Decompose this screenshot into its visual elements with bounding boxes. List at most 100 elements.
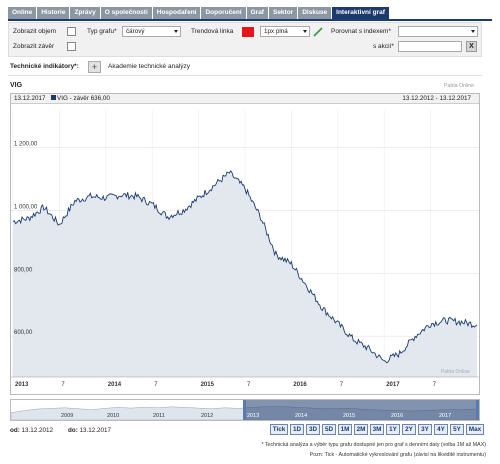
chart-type-select[interactable]: čárový (122, 26, 181, 37)
navigator-handle-right (476, 400, 479, 420)
price-chart-svg: 1 200,00 1 000,00 800,00 600,00 2013 7 2014 7 20… (11, 110, 479, 388)
range-button-max[interactable]: Max (466, 424, 484, 435)
from-date[interactable]: od: 13.12.2012 (10, 427, 53, 434)
add-indicator-button[interactable]: + (88, 61, 101, 73)
price-chart[interactable]: 13.12.2017 VIG - závěr 636,00 13.12.2012… (10, 93, 480, 395)
navigator-year-label: 2015 (343, 413, 355, 419)
footnote-technical: * Technická analýza a výběr typu grafu d… (261, 442, 486, 448)
x-tick-label: 7 (247, 382, 251, 388)
tab-5[interactable]: Doporučení (201, 7, 246, 19)
x-tick-label: 7 (340, 382, 344, 388)
date-range-row: od: 13.12.2012 do: 13.12.2017 Max 5Y 4Y 3Y 2… (8, 424, 484, 438)
from-label: od: (10, 427, 20, 434)
navigator-year-label: 2014 (295, 413, 307, 419)
technical-indicators-row: Technické indikátory*: + Akademie techni… (8, 58, 482, 76)
price-line (12, 170, 478, 364)
tab-0[interactable]: Online (8, 7, 37, 19)
trend-style-select[interactable]: 1px plná (260, 26, 310, 37)
to-label: do: (68, 427, 78, 434)
academy-link[interactable]: Akademie technické analýzy (108, 63, 191, 70)
legend-square (51, 95, 56, 100)
range-button-1d[interactable]: 1D (290, 424, 304, 435)
compare-index-label: Porovnat s indexem* (331, 28, 391, 35)
chart-header-date: 13.12.2017 (14, 95, 46, 102)
range-button-3d[interactable]: 3D (306, 424, 320, 435)
x-tick-label: 2014 (108, 382, 122, 388)
navigator-year-label: 2016 (391, 413, 403, 419)
range-button-1m[interactable]: 1M (338, 424, 352, 435)
pencil-icon[interactable] (312, 27, 324, 37)
range-button-5d[interactable]: 5D (322, 424, 336, 435)
x-tick-label: 7 (433, 382, 437, 388)
tab-1[interactable]: Historie (37, 7, 70, 19)
y-tick-label: 600,00 (14, 330, 33, 336)
chart-header: 13.12.2017 VIG - závěr 636,00 13.12.2012… (11, 94, 479, 104)
compare-index-select[interactable] (398, 26, 478, 37)
y-tick-label: 1 200,00 (14, 142, 38, 148)
to-value: 13.12.2017 (79, 427, 112, 434)
navigator-handle-left (243, 400, 246, 420)
navigator-year-label: 2009 (61, 413, 73, 419)
range-button-2m[interactable]: 2M (354, 424, 368, 435)
chevron-down-icon (303, 30, 307, 33)
source-label-bottom: Patria Online (441, 369, 470, 375)
chart-legend-label: VIG - závěr 636,00 (57, 95, 110, 102)
show-volume-label: Zobrazit objem (13, 28, 56, 35)
trend-style-value: 1px plná (264, 28, 288, 35)
source-label-top: Patria Online (444, 83, 474, 89)
from-value: 13.12.2012 (21, 427, 54, 434)
navigator-year-label: 2010 (107, 413, 119, 419)
navigator-year-label: 2012 (201, 413, 213, 419)
area-fill (13, 170, 477, 377)
footnote-tick: Pozn: Tick - Automatické vykreslování gr… (309, 452, 486, 458)
range-navigator[interactable]: 2009 2010 2011 2012 2013 2014 2015 2016 2017 (10, 399, 480, 421)
y-tick-label: 1 000,00 (14, 205, 38, 211)
range-button-1y[interactable]: 1Y (386, 424, 400, 435)
to-date[interactable]: do: 13.12.2017 (68, 427, 111, 434)
x-tick-label: 2015 (201, 382, 215, 388)
range-button-5y[interactable]: 5Y (450, 424, 464, 435)
range-button-tick[interactable]: Tick (270, 424, 288, 435)
technical-indicators-label: Technické indikátory*: (10, 63, 79, 70)
chevron-down-icon (174, 30, 178, 33)
show-close-checkbox[interactable] (67, 42, 76, 51)
clear-compare-button[interactable]: X (466, 41, 477, 52)
chart-title: VIG (10, 82, 23, 89)
navigator-selection (243, 400, 479, 420)
trend-line-label: Trendová linka (191, 28, 234, 35)
range-button-2y[interactable]: 2Y (402, 424, 416, 435)
navigator-year-label: 2017 (439, 413, 451, 419)
tab-6[interactable]: Graf (246, 7, 268, 19)
tab-2[interactable]: Zprávy (70, 7, 100, 19)
show-close-label: Zobrazit závěr (13, 43, 55, 50)
x-tick-label: 7 (154, 382, 158, 388)
y-tick-label: 800,00 (14, 267, 33, 273)
tab-3[interactable]: O společnosti (100, 7, 152, 19)
chart-legend: VIG - závěr 636,00 (48, 94, 110, 104)
with-stock-label: s akcií* (373, 43, 394, 50)
with-stock-input[interactable] (398, 41, 462, 52)
tab-9[interactable]: Interaktivní graf (332, 7, 389, 19)
chevron-down-icon (471, 30, 475, 33)
range-button-3y[interactable]: 3Y (418, 424, 432, 435)
range-button-3m[interactable]: 3M (370, 424, 384, 435)
chart-type-label: Typ grafu* (87, 28, 117, 35)
tab-8[interactable]: Diskuse (298, 7, 332, 19)
navigator-year-label: 2011 (153, 413, 165, 419)
tab-4[interactable]: Hospodaření (152, 7, 201, 19)
x-tick-label: 2017 (386, 382, 400, 388)
tab-7[interactable]: Sektor (268, 7, 298, 19)
trend-color-swatch[interactable] (242, 27, 254, 37)
x-tick-label: 7 (61, 382, 65, 388)
chart-controls-panel: Zobrazit objem Zobrazit závěr Typ grafu*… (8, 22, 482, 57)
range-button-4y[interactable]: 4Y (434, 424, 448, 435)
navigator-svg: 2009 2010 2011 2012 2013 2014 2015 2016 2017 (11, 400, 479, 420)
x-tick-label: 2016 (293, 382, 307, 388)
x-tick-label: 2013 (15, 382, 29, 388)
navigator-year-label: 2013 (247, 413, 259, 419)
tab-bar: Online Historie Zprávy O společnosti Hospoda… (8, 7, 389, 19)
chart-header-range: 13.12.2012 - 13.12.2017 (402, 95, 471, 102)
chart-type-value: čárový (126, 28, 145, 35)
tab-underline (8, 19, 492, 21)
show-volume-checkbox[interactable] (67, 27, 76, 36)
